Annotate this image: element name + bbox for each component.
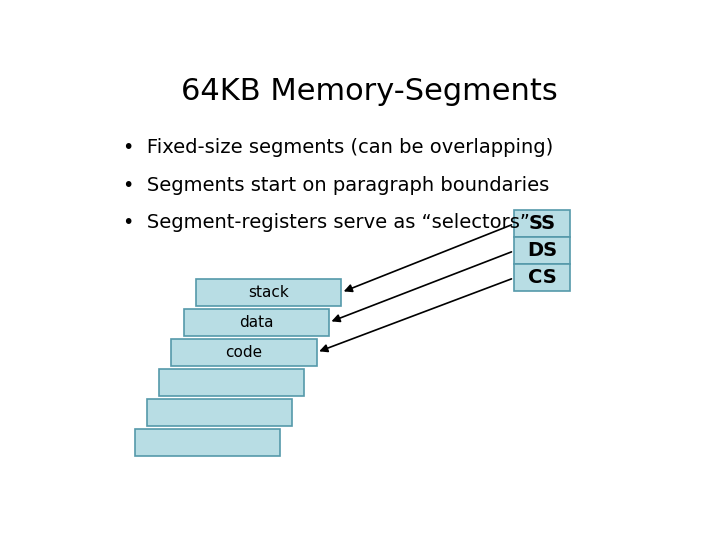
FancyBboxPatch shape xyxy=(184,309,329,336)
FancyBboxPatch shape xyxy=(147,399,292,426)
Text: stack: stack xyxy=(248,285,289,300)
Text: DS: DS xyxy=(527,241,557,260)
Text: CS: CS xyxy=(528,268,557,287)
FancyBboxPatch shape xyxy=(514,238,570,265)
Text: code: code xyxy=(225,345,263,360)
FancyBboxPatch shape xyxy=(514,211,570,238)
FancyBboxPatch shape xyxy=(171,339,317,366)
Text: •  Fixed-size segments (can be overlapping): • Fixed-size segments (can be overlappin… xyxy=(124,138,554,158)
Text: data: data xyxy=(239,315,274,330)
FancyBboxPatch shape xyxy=(514,265,570,292)
FancyBboxPatch shape xyxy=(159,369,305,396)
FancyBboxPatch shape xyxy=(196,279,341,306)
Text: SS: SS xyxy=(528,214,556,233)
Text: 64KB Memory-Segments: 64KB Memory-Segments xyxy=(181,77,557,106)
FancyBboxPatch shape xyxy=(135,429,280,456)
Text: •  Segments start on paragraph boundaries: • Segments start on paragraph boundaries xyxy=(124,176,550,195)
Text: •  Segment-registers serve as “selectors”: • Segment-registers serve as “selectors” xyxy=(124,213,531,232)
